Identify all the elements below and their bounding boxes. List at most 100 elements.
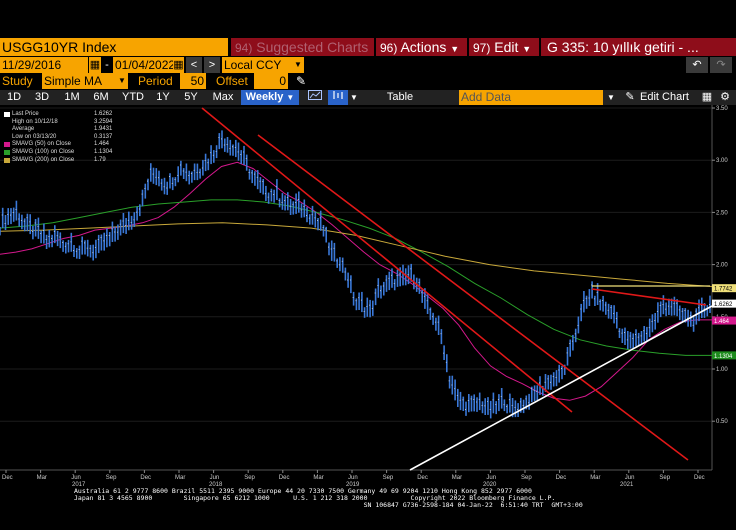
- chevron-down-icon[interactable]: ▼: [350, 93, 358, 102]
- currency-select[interactable]: Local CCY: [222, 57, 292, 73]
- period-6m[interactable]: 6M: [93, 91, 109, 103]
- ticker-field[interactable]: USGG10YR Index: [0, 38, 228, 56]
- period-max[interactable]: Max: [212, 91, 234, 103]
- x-tick-label: Mar: [175, 475, 185, 481]
- period-input[interactable]: 50: [180, 73, 206, 89]
- price-tag: [712, 316, 736, 325]
- price-tag: [712, 351, 736, 360]
- y-tick-label: 2.00: [716, 263, 728, 269]
- line-chart-icon[interactable]: [305, 90, 325, 105]
- frequency-select[interactable]: Weekly ▼: [241, 90, 299, 105]
- chart-title[interactable]: G 335: 10 yıllık getiri - ...: [541, 38, 736, 56]
- frequency-label: Weekly: [245, 91, 284, 103]
- edit-label: Edit: [494, 39, 519, 55]
- legend-swatch: [4, 127, 10, 132]
- x-tick-label: Sep: [659, 475, 670, 481]
- period-ytd[interactable]: YTD: [122, 91, 144, 103]
- legend-value: 1.1304: [94, 148, 113, 155]
- legend-swatch: [4, 112, 10, 117]
- legend-row: High on 10/12/18 3.2594: [4, 119, 112, 127]
- legend-label: SMAVG (50) on Close: [12, 141, 71, 148]
- y-tick-label: 3.50: [716, 106, 728, 112]
- x-year-label: 2021: [620, 482, 634, 488]
- trendline-white[interactable]: [409, 305, 713, 471]
- period-3d[interactable]: 3D: [34, 91, 50, 103]
- price-bars: [0, 130, 711, 419]
- ma-line: [0, 199, 712, 356]
- trendline-red-1[interactable]: [201, 107, 573, 413]
- period-1y[interactable]: 1Y: [156, 91, 170, 103]
- x-tick-label: Dec: [417, 475, 428, 481]
- gear-icon[interactable]: ⚙: [720, 91, 730, 103]
- price-tag-label: 1.464: [714, 319, 730, 325]
- actions-num: 96): [380, 41, 398, 55]
- legend-row: Last Price 1.6262: [4, 111, 112, 119]
- legend-label: Average: [12, 126, 35, 133]
- y-tick-label: 3.00: [716, 158, 728, 164]
- price-tag: [712, 284, 736, 293]
- chart-canvas: 3.503.002.502.001.501.000.50 1.77421.626…: [0, 105, 736, 488]
- x-year-label: 2019: [346, 482, 360, 488]
- chevron-down-icon[interactable]: ▼: [607, 93, 615, 102]
- x-tick-label: Jun: [71, 475, 81, 481]
- price-chart[interactable]: 3.503.002.502.001.501.000.50 1.77421.626…: [0, 105, 736, 530]
- chevron-down-icon[interactable]: ▼: [292, 57, 304, 73]
- start-date-field[interactable]: 11/29/2016: [0, 57, 88, 73]
- trendline-red-2[interactable]: [257, 134, 689, 461]
- edit-button[interactable]: 97) Edit ▼: [469, 38, 539, 56]
- line-chart-svg: [308, 90, 322, 100]
- study-type-select[interactable]: Simple MA: [42, 73, 116, 89]
- legend-row: Average 1.9431: [4, 126, 112, 134]
- legend-row: Low on 03/13/20 0.3137: [4, 134, 112, 142]
- x-year-label: 2018: [209, 482, 223, 488]
- offset-input[interactable]: 0: [254, 73, 288, 89]
- footer-line-2: Japan 81 3 4565 8900 Singapore 65 6212 1…: [74, 494, 556, 502]
- trendline-red-3[interactable]: [591, 288, 707, 306]
- legend-label: SMAVG (200) on Close: [12, 156, 75, 163]
- legend-value: 1.9431: [94, 126, 113, 133]
- legend-row: SMAVG (50) on Close 1.464: [4, 141, 112, 149]
- suggested-num: 94): [235, 41, 253, 55]
- bar-chart-icon[interactable]: [328, 90, 348, 105]
- legend-swatch: [4, 157, 10, 163]
- footer-line-3: SN 106847 G736-2598-184 04-Jan-22 6:51:4…: [74, 501, 583, 509]
- prev-range-button[interactable]: <: [186, 57, 202, 73]
- add-data-input[interactable]: Add Data: [459, 90, 603, 105]
- period-5y[interactable]: 5Y: [184, 91, 198, 103]
- pencil-icon[interactable]: ✎: [625, 91, 635, 103]
- study-label: Study: [2, 74, 33, 88]
- period-label: Period: [138, 74, 173, 88]
- calendar-icon[interactable]: ▦: [173, 57, 184, 73]
- price-tag-label: 1.6262: [714, 302, 733, 308]
- period-1d[interactable]: 1D: [6, 91, 22, 103]
- legend-value: 1.79: [94, 156, 106, 163]
- price-tag-label: 1.1304: [714, 354, 733, 360]
- end-date-field[interactable]: 01/04/2022: [113, 57, 176, 73]
- undo-icon[interactable]: ↶: [686, 57, 708, 73]
- x-tick-label: Dec: [694, 475, 705, 481]
- settings-icon[interactable]: ▦: [701, 91, 713, 103]
- x-year-label: 2017: [72, 482, 86, 488]
- next-range-button[interactable]: >: [204, 57, 220, 73]
- chevron-down-icon[interactable]: ▼: [116, 73, 128, 89]
- edit-chart-button[interactable]: Edit Chart: [640, 91, 689, 103]
- calendar-icon[interactable]: ▦: [89, 57, 101, 73]
- legend-swatch: [4, 120, 10, 125]
- x-tick-label: Jun: [486, 475, 496, 481]
- legend-label: Low on 03/13/20: [12, 133, 57, 140]
- y-tick-label: 1.00: [716, 367, 728, 373]
- legend-value: 0.3137: [94, 133, 113, 140]
- legend-value: 1.464: [94, 141, 110, 148]
- period-1m[interactable]: 1M: [64, 91, 80, 103]
- x-tick-label: Mar: [313, 475, 323, 481]
- x-tick-label: Mar: [37, 475, 47, 481]
- redo-icon[interactable]: ↷: [710, 57, 732, 73]
- chevron-down-icon: ▼: [522, 44, 532, 54]
- suggested-charts-button[interactable]: 94) Suggested Charts: [231, 38, 374, 56]
- table-button[interactable]: Table: [386, 91, 414, 103]
- x-tick-label: Dec: [556, 475, 567, 481]
- actions-button[interactable]: 96) Actions ▼: [376, 38, 467, 56]
- actions-label: Actions: [400, 39, 447, 55]
- pencil-icon[interactable]: ✎: [296, 74, 307, 88]
- grid-lines: [0, 105, 713, 471]
